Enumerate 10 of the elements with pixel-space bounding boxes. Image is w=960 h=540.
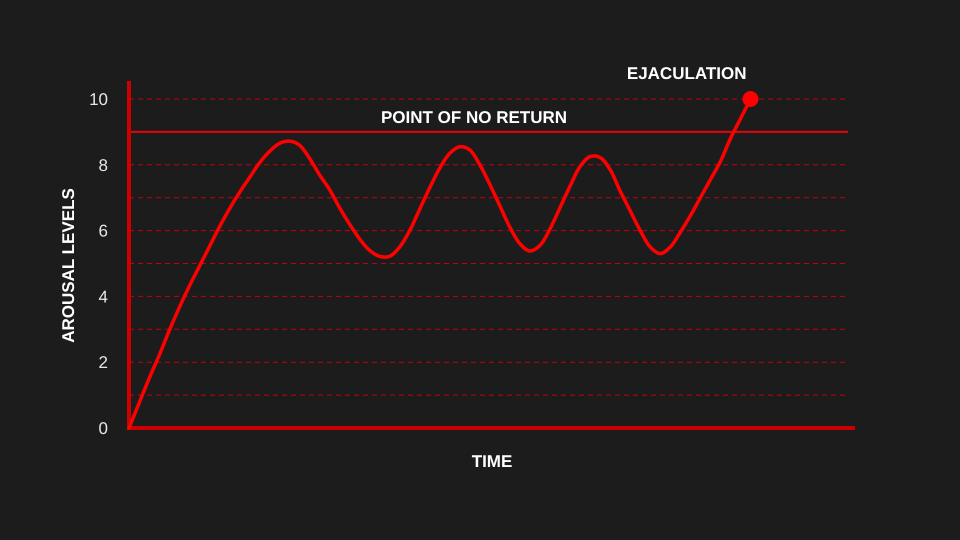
text: EJACULATION xyxy=(626,64,746,83)
ref-line-label: POINT OF NO RETURN xyxy=(380,108,568,127)
y-tick-label: 0 xyxy=(98,418,108,438)
y-axis-title: AROUSAL LEVELS xyxy=(59,188,78,343)
x-axis-title: TIME xyxy=(472,452,512,471)
y-tick-label: 4 xyxy=(98,287,108,306)
y-tick-label: 8 xyxy=(98,156,108,175)
y-tick-label: 10 xyxy=(89,90,108,109)
y-tick-label: 2 xyxy=(98,353,108,372)
y-tick-label: 6 xyxy=(98,222,108,241)
